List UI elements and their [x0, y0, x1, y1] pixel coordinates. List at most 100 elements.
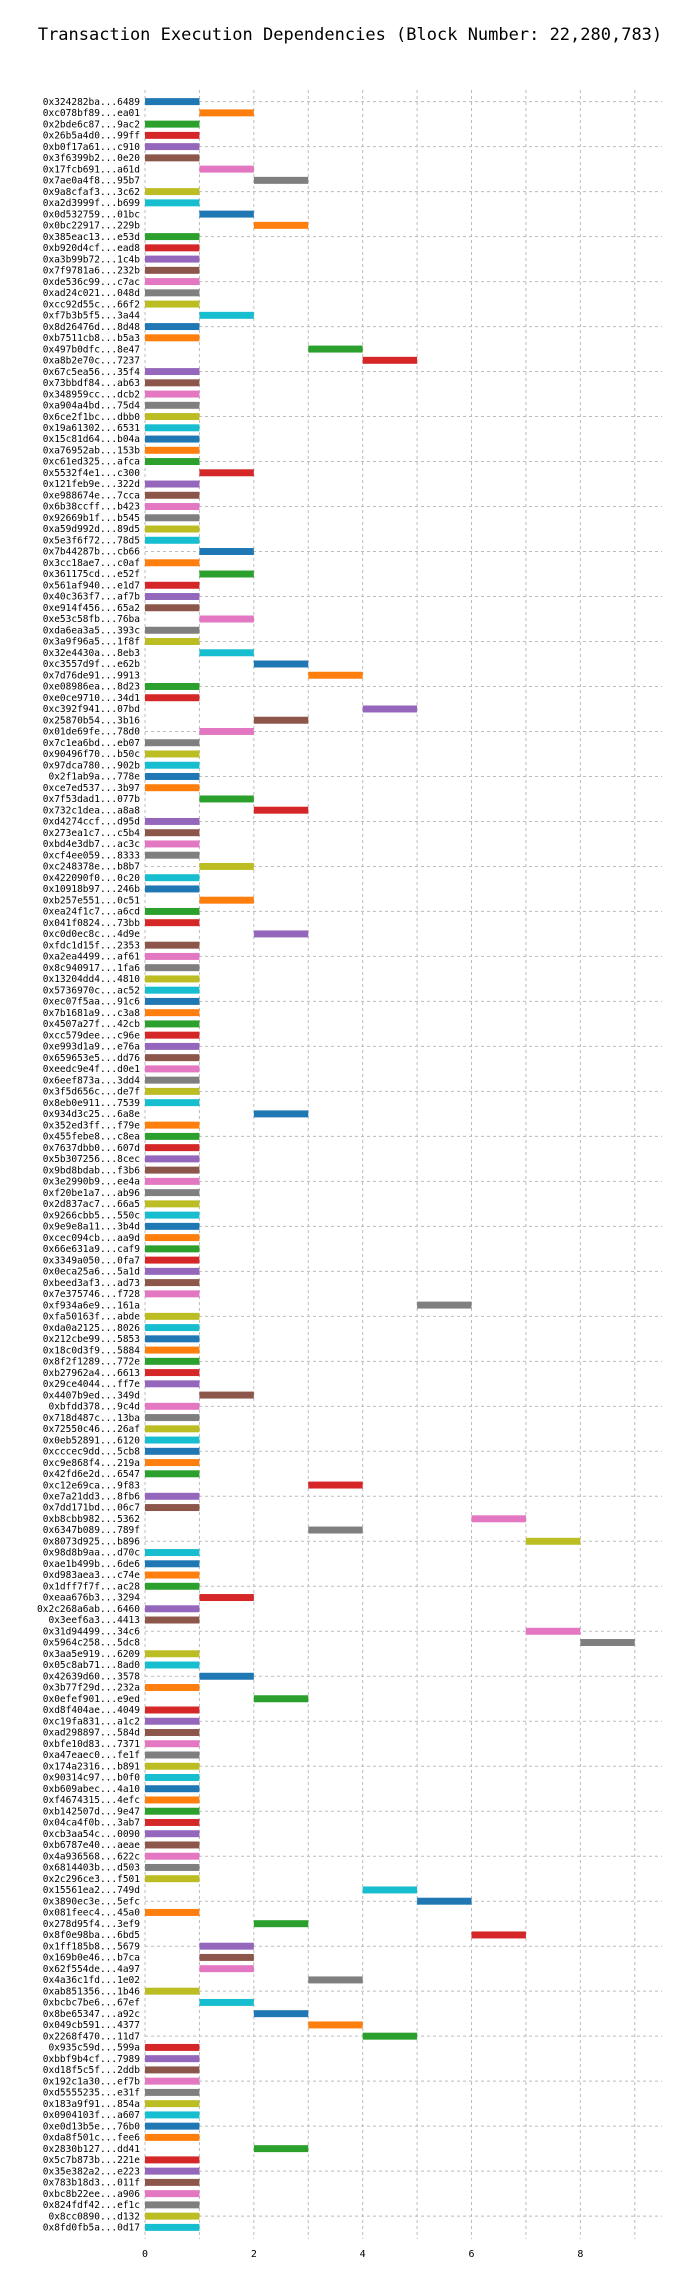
- tx-label: 0x31d94499...34c6: [43, 1626, 141, 1637]
- tx-label: 0xf934a6e9...161a: [43, 1300, 140, 1311]
- tx-label: 0x73bbdf84...ab63: [43, 378, 140, 389]
- tx-label: 0x8eb0e911...7539: [43, 1098, 141, 1109]
- tx-label: 0x5736970c...ac52: [43, 985, 140, 996]
- tx-label: 0xb257e551...0c51: [43, 895, 141, 906]
- tx-bar: [145, 1144, 200, 1152]
- tx-bar: [145, 1549, 200, 1557]
- tx-label: 0x934d3c25...6a8e: [43, 1109, 141, 1120]
- tx-bar: [145, 997, 200, 1005]
- tx-label: 0x62f554de...4a97: [43, 1964, 140, 1975]
- tx-bar: [145, 2111, 200, 2119]
- tx-bar: [145, 829, 200, 837]
- tx-bar: [199, 109, 254, 117]
- tx-bar: [145, 1054, 200, 1062]
- tx-label: 0xad298897...584d: [43, 1728, 140, 1739]
- tx-label: 0x561af940...e1d7: [43, 580, 140, 591]
- tx-bar: [253, 1695, 309, 1703]
- tx-label: 0xb6787e40...aeae: [43, 1840, 141, 1851]
- x-tick-label: 8: [577, 2249, 583, 2260]
- tx-bar: [145, 1661, 200, 1669]
- tx-label: 0xb8cbb982...5362: [43, 1514, 140, 1525]
- tx-label: 0xc248378e...b8b7: [43, 862, 140, 873]
- tx-bar: [145, 1031, 200, 1039]
- tx-label: 0xcccec9dd...5cb8: [43, 1447, 141, 1458]
- tx-bar: [145, 907, 200, 915]
- tx-label: 0x7b1681a9...c3a8: [43, 1008, 141, 1019]
- tx-label: 0x352ed3ff...f79e: [43, 1120, 141, 1131]
- tx-bar: [145, 1459, 200, 1467]
- tx-label: 0x7ae0a4f8...95b7: [43, 176, 140, 187]
- tx-label: 0xf7b3b5f5...3a44: [43, 311, 141, 322]
- tx-bar: [308, 1976, 363, 1984]
- tx-bar: [145, 334, 200, 342]
- tx-label: 0x385eac13...e53d: [43, 232, 140, 243]
- tx-bar: [145, 2088, 200, 2096]
- tx-label: 0xa3b99b72...1c4b: [43, 254, 141, 265]
- tx-label: 0xd983aea3...c74e: [43, 1570, 141, 1581]
- tx-label: 0xb142507d...9e47: [43, 1806, 140, 1817]
- tx-label: 0x1ff185b8...5679: [43, 1941, 141, 1952]
- tx-label: 0x2830b127...dd41: [43, 2144, 141, 2155]
- tx-bar: [145, 1121, 200, 1129]
- tx-label: 0xc12e69ca...9f83: [43, 1480, 140, 1491]
- tx-bar: [145, 255, 200, 263]
- tx-label: 0x97dca780...902b: [43, 760, 141, 771]
- tx-bar: [145, 772, 200, 780]
- tx-bar: [145, 817, 200, 825]
- tx-label: 0x732c1dea...a8a8: [43, 805, 141, 816]
- tx-bar: [145, 559, 200, 567]
- tx-label: 0xc3557d9f...e62b: [43, 659, 141, 670]
- tx-label: 0x9266cbb5...550c: [43, 1210, 140, 1221]
- tx-bar: [308, 1481, 363, 1489]
- tx-label: 0x40c363f7...af7b: [43, 592, 141, 603]
- tx-bar: [145, 1065, 200, 1073]
- tx-label: 0x42639d60...3578: [43, 1671, 141, 1682]
- tx-label: 0x7e375746...f728: [43, 1289, 141, 1300]
- tx-label: 0x5964c258...5dc8: [43, 1638, 141, 1649]
- tx-label: 0x17fcb691...a61d: [43, 164, 140, 175]
- tx-label: 0xbc8b22ee...a906: [43, 2189, 141, 2200]
- tx-bar: [253, 806, 309, 814]
- tx-bar: [145, 1189, 200, 1197]
- tx-bar: [145, 1335, 200, 1343]
- tx-bar: [145, 1830, 200, 1838]
- tx-bar: [145, 390, 200, 398]
- tx-label: 0x2f1ab9a...778e: [48, 772, 140, 783]
- tx-bar: [145, 1492, 200, 1500]
- tx-label: 0xea24f1c7...a6cd: [43, 907, 140, 918]
- tx-bar: [145, 1684, 200, 1691]
- tx-bar: [308, 1526, 363, 1534]
- tx-label: 0xd8f404ae...4049: [43, 1705, 141, 1716]
- tx-bar: [145, 1740, 200, 1748]
- tx-label: 0x169b0e46...b7ca: [43, 1953, 140, 1964]
- tx-bar: [145, 2212, 200, 2220]
- tx-bar: [145, 2201, 200, 2209]
- tx-bar: [199, 615, 254, 623]
- tx-bar: [145, 1650, 200, 1658]
- tx-label: 0x7c1ea6bd...eb07: [43, 738, 140, 749]
- tx-bar: [145, 1504, 200, 1512]
- tx-bar: [253, 221, 309, 229]
- x-tick-label: 6: [469, 2249, 475, 2260]
- tx-bar: [145, 761, 200, 769]
- tx-label: 0x90314c97...b0f0: [43, 1773, 141, 1784]
- tx-bar: [145, 1042, 200, 1050]
- tx-bar: [417, 1301, 472, 1309]
- tx-bar: [145, 1762, 200, 1770]
- tx-label: 0xe914f456...65a2: [43, 603, 140, 614]
- tx-label: 0xeedc9e4f...d0e1: [43, 1064, 141, 1075]
- tx-label: 0x5c7b873b...221e: [43, 2155, 141, 2166]
- tx-label: 0xde536c99...c7ac: [43, 277, 140, 288]
- tx-bar: [145, 1605, 200, 1613]
- tx-label: 0x2bde6c87...9ac2: [43, 119, 140, 130]
- tx-bar: [145, 2122, 200, 2130]
- x-axis-ticks: 0 2 4 6 8: [142, 2249, 583, 2260]
- tx-label: 0xa47eaec0...fe1f: [43, 1750, 140, 1761]
- tx-label: 0x3f6399b2...0e20: [43, 153, 141, 164]
- tx-label: 0x7f9781a6...232b: [43, 266, 141, 277]
- tx-label: 0x8be65347...a92c: [43, 2009, 140, 2020]
- tx-label: 0xc61ed325...afca: [43, 457, 140, 468]
- tx-label: 0x783b18d3...011f: [43, 2178, 140, 2189]
- tx-label: 0x3a9f96a5...1f8f: [43, 637, 140, 648]
- tx-bar: [145, 638, 200, 645]
